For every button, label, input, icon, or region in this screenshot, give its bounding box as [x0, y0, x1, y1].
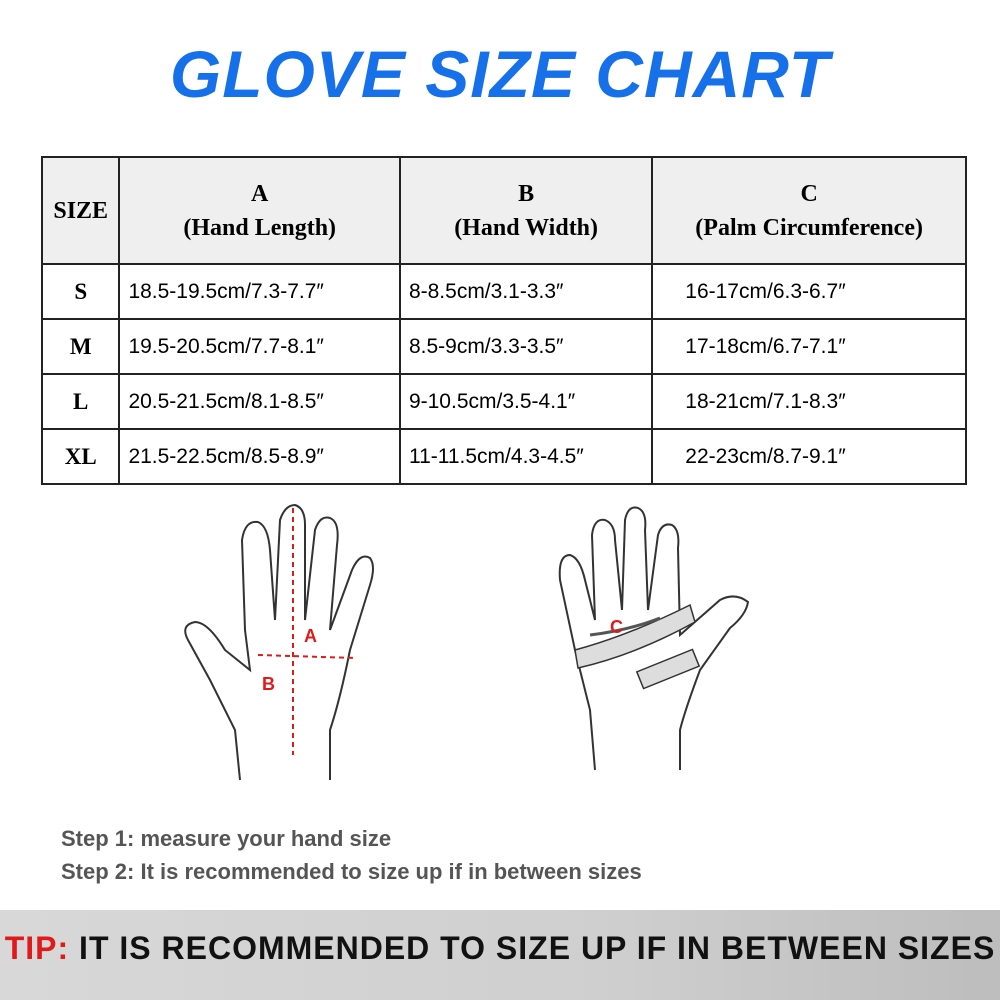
size-cell: M	[40, 318, 121, 375]
tip-banner: TIP: IT IS RECOMMENDED TO SIZE UP IF IN …	[0, 910, 1000, 1000]
width-cell: 9-10.5cm/3.5-4.1″	[398, 373, 654, 430]
table-row: S 18.5-19.5cm/7.3-7.7″ 8-8.5cm/3.1-3.3″ 16-…	[40, 263, 967, 320]
hand-length-width-illustration: A B	[184, 503, 374, 781]
table-row: L 20.5-21.5cm/8.1-8.5″ 9-10.5cm/3.5-4.1″ 18…	[40, 373, 967, 430]
header-size: SIZE	[40, 156, 121, 265]
palm-circumference-illustration: C	[558, 506, 750, 771]
length-cell: 20.5-21.5cm/8.1-8.5″	[118, 373, 401, 430]
size-cell: S	[40, 263, 121, 320]
circumference-cell: 18-21cm/7.1-8.3″	[651, 373, 967, 430]
tip-text: IT IS RECOMMENDED TO SIZE UP IF IN BETWE…	[69, 930, 996, 966]
length-cell: 21.5-22.5cm/8.5-8.9″	[118, 428, 401, 485]
hand-outline-icon	[184, 503, 374, 781]
circumference-cell: 17-18cm/6.7-7.1″	[651, 318, 967, 375]
step-2: Step 2: It is recommended to size up if …	[61, 859, 642, 884]
circumference-cell: 22-23cm/8.7-9.1″	[651, 428, 967, 485]
length-cell: 19.5-20.5cm/7.7-8.1″	[118, 318, 401, 375]
width-cell: 8.5-9cm/3.3-3.5″	[398, 318, 654, 375]
size-cell: XL	[40, 428, 121, 485]
size-table: SIZE A (Hand Length) B (Hand Width) C (Palm…	[40, 156, 967, 485]
header-c: C (Palm Circumference)	[651, 156, 967, 265]
header-a: A (Hand Length)	[118, 156, 401, 265]
width-cell: 11-11.5cm/4.3-4.5″	[398, 428, 654, 485]
size-cell: L	[40, 373, 121, 430]
table-row: XL 21.5-22.5cm/8.5-8.9″ 11-11.5cm/4.3-4.5″…	[40, 428, 967, 485]
tip-label: TIP:	[4, 930, 70, 966]
table-row: M 19.5-20.5cm/7.7-8.1″ 8.5-9cm/3.3-3.5″ 17-…	[40, 318, 967, 375]
step-1: Step 1: measure your hand size	[61, 826, 392, 851]
label-c: C	[610, 617, 623, 637]
table-header-row: SIZE A (Hand Length) B (Hand Width) C (Palm…	[40, 156, 967, 265]
page-title: GLOVE SIZE CHART	[169, 37, 831, 111]
width-cell: 8-8.5cm/3.1-3.3″	[398, 263, 654, 320]
circumference-cell: 16-17cm/6.3-6.7″	[651, 263, 967, 320]
label-a: A	[304, 626, 317, 646]
length-cell: 18.5-19.5cm/7.3-7.7″	[118, 263, 401, 320]
hand-outline-icon	[558, 506, 750, 771]
header-b: B (Hand Width)	[398, 156, 654, 265]
label-b: B	[262, 674, 275, 694]
